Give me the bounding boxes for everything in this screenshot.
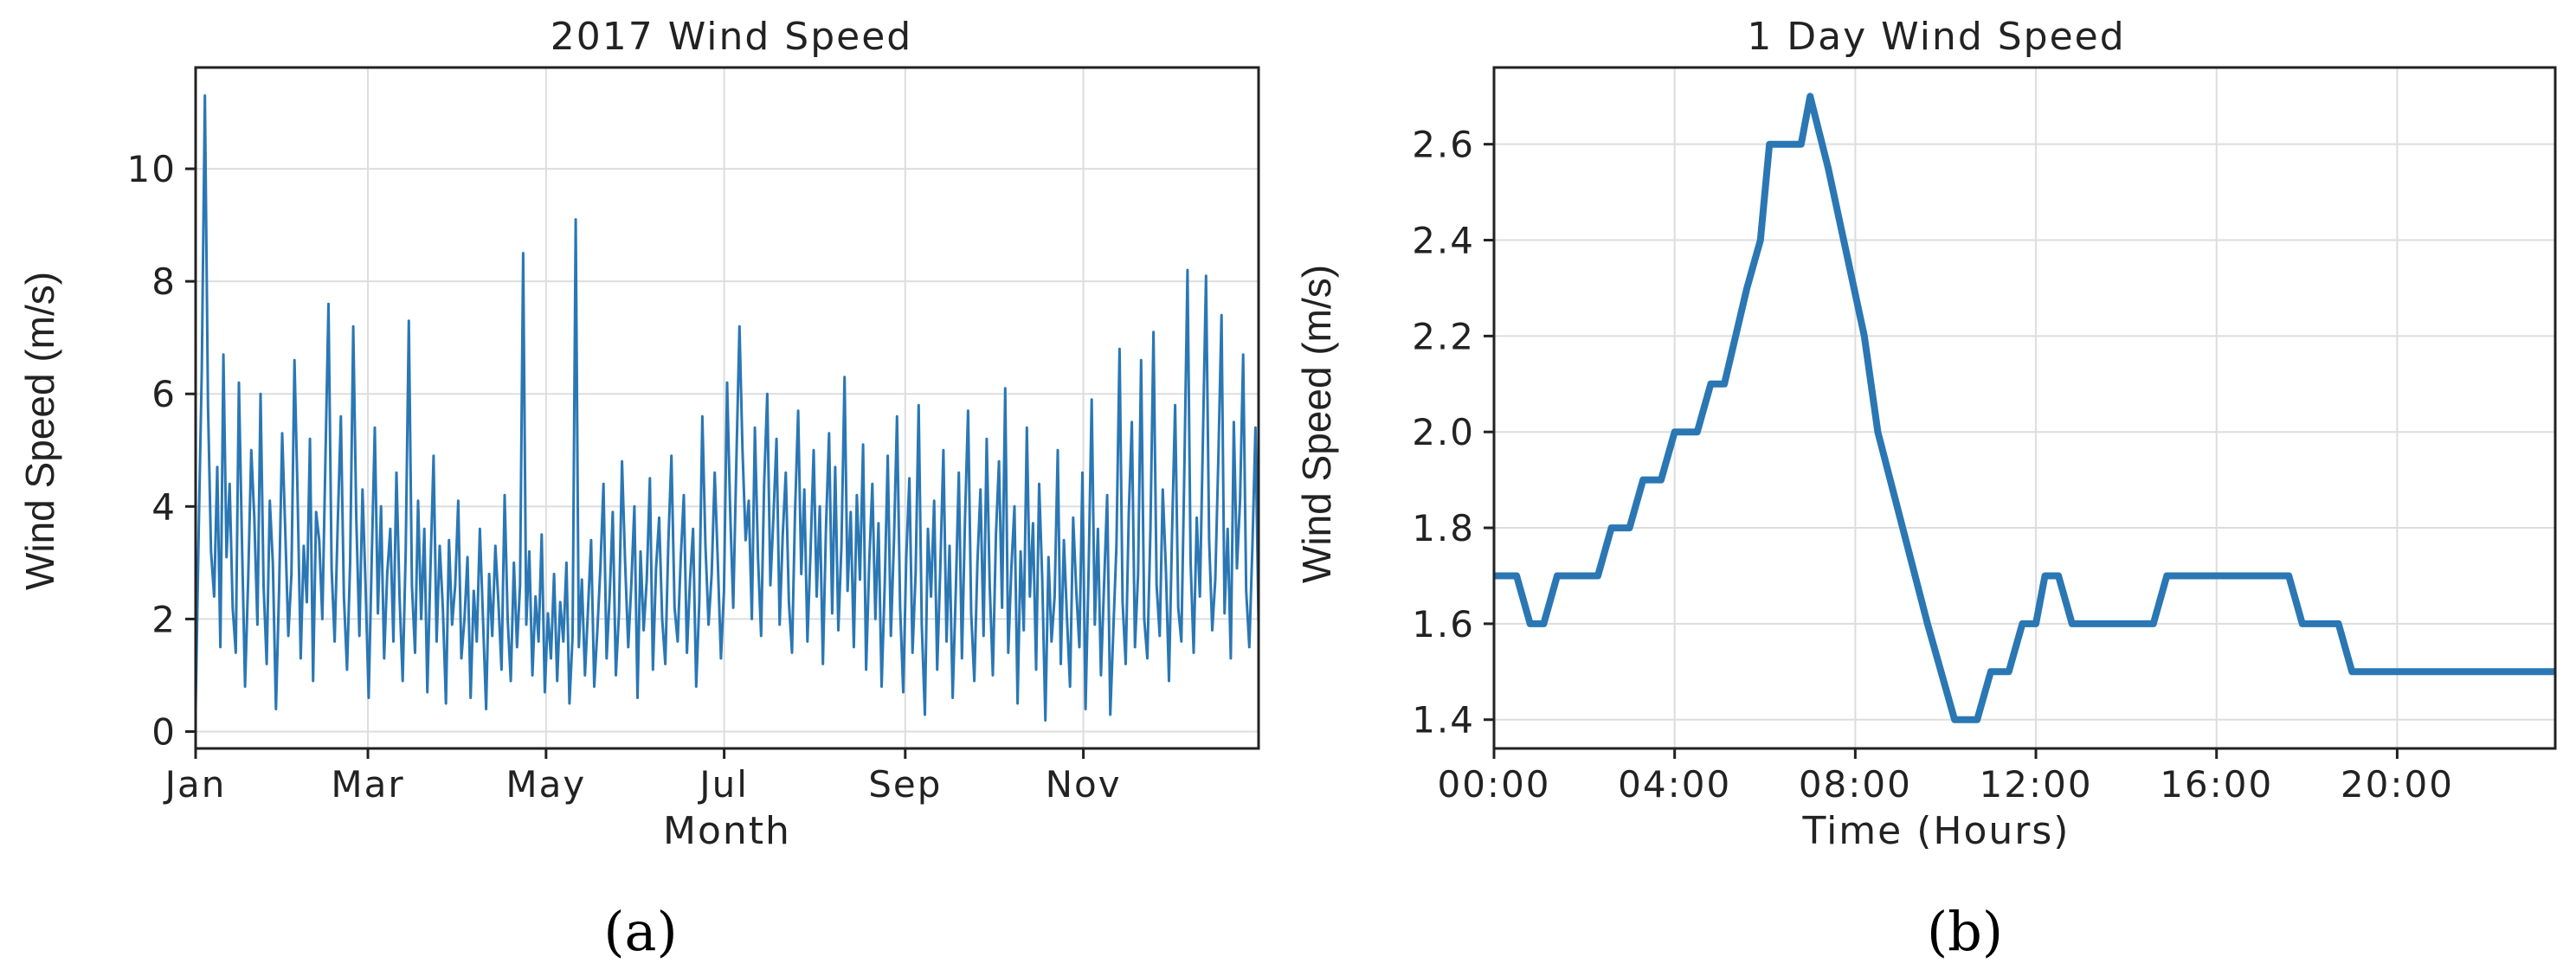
- chart-a-axes-frame: [194, 66, 1260, 750]
- a-x-tick-label: Mar: [331, 763, 404, 806]
- chart-a: 2017 Wind Speed Jan Mar May Jul Sep Nov 0 2 4 6 8…: [17, 15, 1260, 963]
- a-y-tick-label: 0: [151, 710, 177, 753]
- b-y-tick-label: 2.2: [1412, 315, 1475, 357]
- b-y-tick-label: 1.8: [1412, 507, 1475, 549]
- b-x-tick-label: 20:00: [2341, 763, 2454, 806]
- a-y-tick-label: 6: [151, 373, 177, 415]
- chart-b-axes-frame: [1492, 66, 2557, 750]
- a-y-tick-label: 10: [127, 148, 177, 190]
- chart-b-plot: [1494, 93, 2555, 723]
- chart-b-y-axis-label: Wind Speed (m/s): [1294, 265, 1339, 583]
- chart-b-grid: [1493, 67, 2555, 748]
- a-x-tick-label: May: [506, 763, 586, 806]
- chart-a-grid: [195, 67, 1259, 748]
- chart-b-x-ticks: 00:00 04:00 08:00 12:00 16:00 20:00: [1437, 748, 2454, 806]
- a-x-tick-label: Nov: [1046, 763, 1122, 806]
- a-y-tick-label: 2: [151, 598, 177, 640]
- chart-a-x-ticks: Jan Mar May Jul Sep Nov: [163, 748, 1122, 806]
- chart-a-y-axis-label: Wind Speed (m/s): [17, 272, 62, 590]
- panel-label-b: (b): [1927, 900, 2003, 963]
- b-x-tick-label: 04:00: [1618, 763, 1731, 806]
- b-y-tick-label: 1.4: [1412, 699, 1475, 742]
- chart-a-title: 2017 Wind Speed: [551, 15, 912, 59]
- b-y-tick-label: 2.6: [1412, 124, 1475, 166]
- b-x-tick-label: 12:00: [1980, 763, 2093, 806]
- b-y-tick-label: 2.0: [1412, 411, 1475, 453]
- panel-label-a: (a): [603, 900, 677, 963]
- b-y-tick-label: 1.6: [1412, 603, 1475, 645]
- a-y-tick-label: 8: [151, 260, 177, 303]
- a-y-tick-label: 4: [151, 485, 177, 528]
- a-x-tick-label: Sep: [868, 763, 942, 806]
- chart-b: 1 Day Wind Speed 00:00 04:00 08:00 12:00 16:…: [1294, 15, 2557, 963]
- chart-b-title: 1 Day Wind Speed: [1747, 15, 2125, 59]
- b-y-tick-label: 2.4: [1412, 220, 1475, 262]
- chart-a-x-axis-label: Month: [663, 809, 791, 853]
- chart-a-y-ticks: 0 2 4 6 8 10: [127, 148, 196, 753]
- b-x-tick-label: 00:00: [1437, 763, 1550, 806]
- a-x-tick-label: Jul: [697, 763, 749, 806]
- b-x-tick-label: 08:00: [1799, 763, 1912, 806]
- b-x-tick-label: 16:00: [2160, 763, 2273, 806]
- chart-a-series-line: [196, 94, 1259, 722]
- a-x-tick-label: Jan: [163, 763, 227, 806]
- chart-b-y-ticks: 1.4 1.6 1.8 2.0 2.2 2.4 2.6: [1412, 124, 1494, 742]
- chart-a-plot: [196, 94, 1259, 722]
- chart-b-x-axis-label: Time (Hours): [1802, 809, 2070, 853]
- chart-b-series-line: [1494, 93, 2555, 723]
